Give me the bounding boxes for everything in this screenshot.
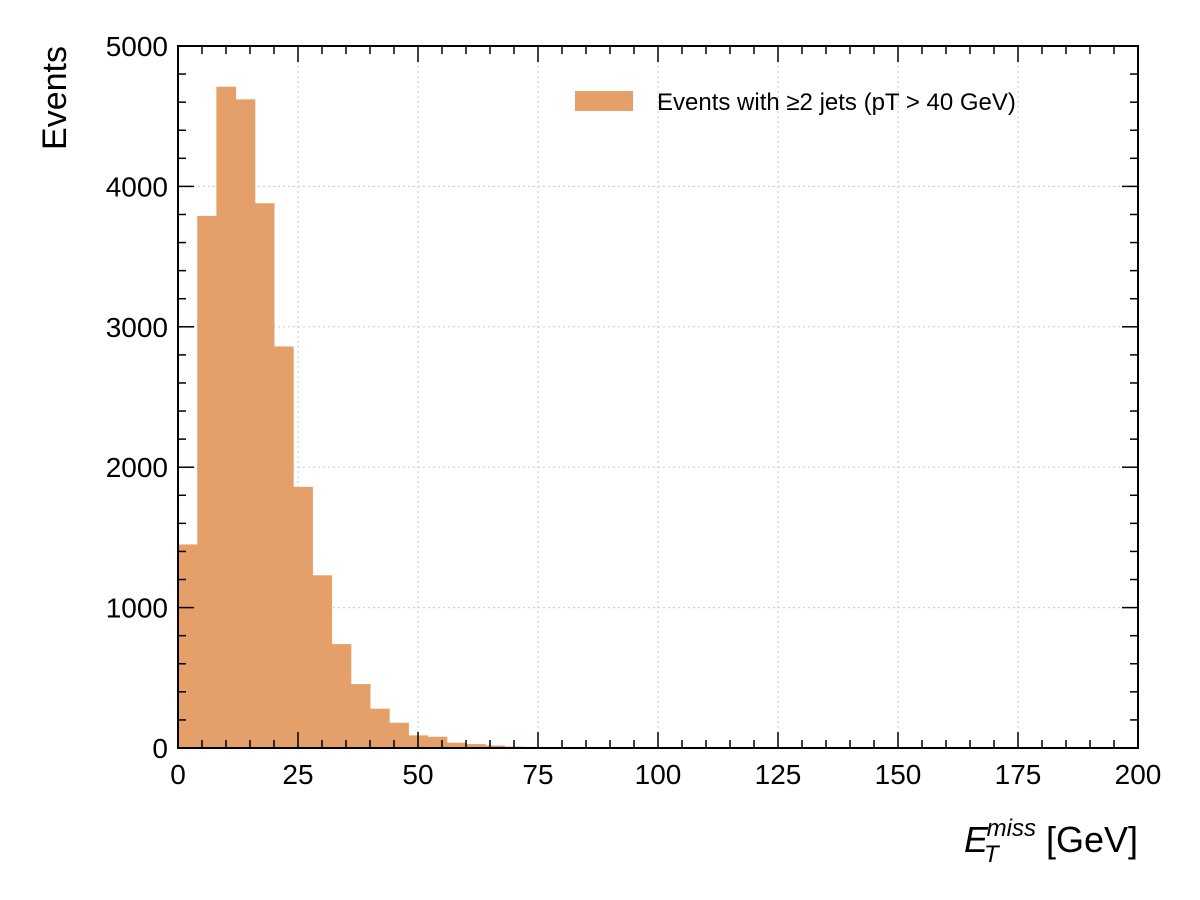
y-tick-label: 4000 — [106, 171, 168, 202]
histogram-bar — [350, 684, 371, 748]
x-tick-label: 0 — [170, 759, 186, 790]
tick-labels: 0 25 50 75 100 125 150 175 200010002000300040005… — [106, 31, 1162, 790]
x-tick-label: 25 — [282, 759, 313, 790]
x-axis-label-unit: [GeV] — [1036, 819, 1138, 860]
histogram-bar — [370, 708, 390, 748]
histogram-bar — [216, 86, 237, 748]
histogram-bar — [293, 486, 313, 748]
x-tick-label: 75 — [522, 759, 553, 790]
histogram-bar — [197, 215, 217, 748]
x-tick-label: 200 — [1115, 759, 1162, 790]
x-tick-label: 150 — [875, 759, 922, 790]
x-axis-label-main: E — [964, 819, 989, 860]
legend-swatch — [575, 91, 633, 111]
histogram-bar — [485, 745, 505, 748]
y-axis-label: Events — [36, 46, 74, 150]
histogram-bar — [312, 575, 333, 748]
histogram-bar — [427, 736, 448, 748]
x-axis-label-sup: miss — [987, 815, 1036, 842]
y-tick-label: 3000 — [106, 312, 168, 343]
x-tick-label: 50 — [402, 759, 433, 790]
histogram-bar — [331, 644, 352, 748]
legend: Events with ≥2 jets (pT > 40 GeV) — [575, 89, 1016, 116]
x-tick-label: 175 — [995, 759, 1042, 790]
plot-frame — [177, 45, 1139, 749]
histogram-bar — [466, 744, 486, 748]
x-tick-label: 100 — [635, 759, 682, 790]
y-tick-label: 5000 — [106, 31, 168, 62]
histogram-bar — [178, 544, 198, 748]
histogram-bar — [446, 742, 467, 748]
y-tick-label: 0 — [152, 733, 168, 764]
x-axis-label-sub: T — [984, 841, 1001, 868]
histogram-bar — [389, 722, 409, 748]
grid — [178, 46, 1138, 748]
histogram-bar — [254, 203, 275, 749]
histogram-bar — [274, 346, 294, 748]
legend-label: Events with ≥2 jets (pT > 40 GeV) — [657, 89, 1016, 116]
histogram-bars — [178, 86, 640, 749]
histogram-bar — [235, 99, 256, 749]
x-axis-label: ETmiss [GeV] — [964, 815, 1138, 868]
y-tick-label: 1000 — [106, 593, 168, 624]
y-tick-label: 2000 — [106, 452, 168, 483]
x-tick-label: 125 — [755, 759, 802, 790]
